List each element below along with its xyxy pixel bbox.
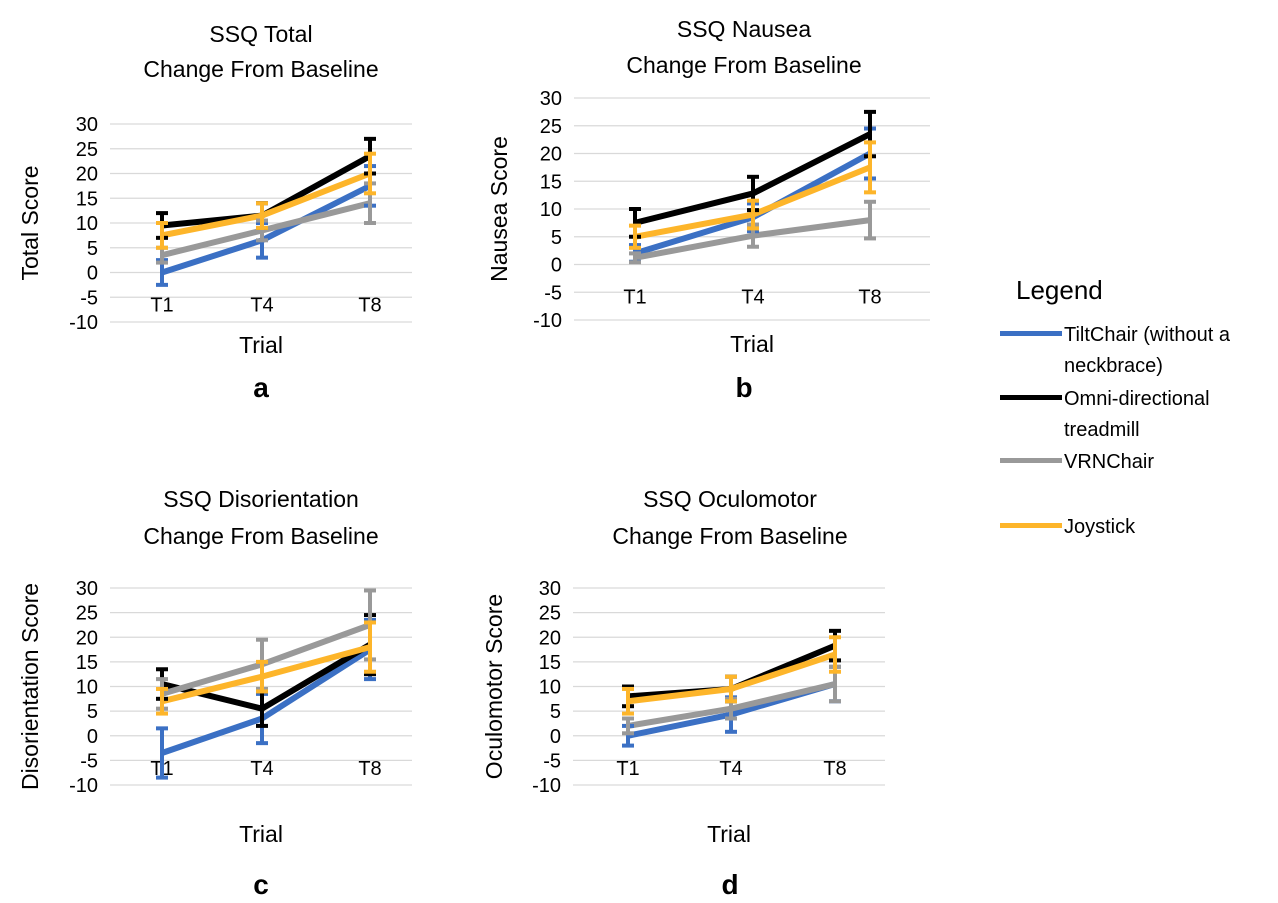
y-tick-label: 0 xyxy=(551,255,562,277)
y-tick-label: -10 xyxy=(69,312,98,334)
chart-title: SSQ Oculomotor xyxy=(643,486,817,512)
panel-letter: d xyxy=(721,869,738,900)
panel-letter: b xyxy=(735,372,752,403)
y-tick-label: 20 xyxy=(540,144,562,166)
series-line xyxy=(161,622,372,697)
y-tick-label: 0 xyxy=(550,726,561,748)
x-tick-label: T8 xyxy=(358,758,381,780)
y-tick-label: 15 xyxy=(539,652,561,674)
panel-letter: a xyxy=(253,372,269,403)
y-tick-label: 30 xyxy=(76,114,98,136)
y-tick-label: 10 xyxy=(539,677,561,699)
legend-swatch xyxy=(1000,458,1062,463)
x-tick-label: T1 xyxy=(623,287,646,309)
y-tick-label: 20 xyxy=(76,627,98,649)
y-tick-label: 10 xyxy=(76,677,98,699)
y-tick-label: -5 xyxy=(80,287,98,309)
x-tick-label: T8 xyxy=(858,287,881,309)
y-tick-label: 5 xyxy=(551,227,562,249)
y-tick-label: 20 xyxy=(539,627,561,649)
y-tick-label: 25 xyxy=(76,603,98,625)
y-tick-label: 0 xyxy=(87,726,98,748)
x-tick-label: T4 xyxy=(250,295,273,317)
y-tick-label: 10 xyxy=(540,199,562,221)
y-tick-label: 20 xyxy=(76,164,98,186)
y-tick-label: 30 xyxy=(540,88,562,110)
x-tick-label: T4 xyxy=(741,287,764,309)
y-tick-label: -5 xyxy=(543,750,561,772)
y-tick-label: 30 xyxy=(76,578,98,600)
legend-label: VRNChair xyxy=(1064,451,1155,473)
chart-title: SSQ Total xyxy=(209,21,312,47)
x-axis-label: Trial xyxy=(730,331,774,357)
y-tick-label: 0 xyxy=(87,263,98,285)
legend-label: TiltChair (without a neckbrace) xyxy=(1064,324,1230,377)
x-axis-label: Trial xyxy=(707,821,751,847)
y-tick-label: 15 xyxy=(540,171,562,193)
x-tick-label: T4 xyxy=(719,758,742,780)
y-tick-label: -10 xyxy=(532,775,561,797)
legend-label: Joystick xyxy=(1064,516,1136,538)
chart-subtitle: Change From Baseline xyxy=(143,523,378,549)
y-tick-label: -10 xyxy=(69,775,98,797)
x-tick-label: T1 xyxy=(616,758,639,780)
y-tick-label: 10 xyxy=(76,213,98,235)
y-tick-label: 5 xyxy=(87,238,98,260)
x-axis-label: Trial xyxy=(239,332,283,358)
y-tick-label: -5 xyxy=(80,750,98,772)
x-tick-label: T4 xyxy=(250,758,273,780)
chart-subtitle: Change From Baseline xyxy=(626,52,861,78)
y-tick-label: -10 xyxy=(533,310,562,332)
y-tick-label: 5 xyxy=(550,701,561,723)
x-tick-label: T8 xyxy=(823,758,846,780)
legend-title: Legend xyxy=(1016,275,1103,305)
y-tick-label: 5 xyxy=(87,701,98,723)
x-tick-label: T1 xyxy=(150,295,173,317)
legend-swatch xyxy=(1000,331,1062,336)
y-tick-label: 30 xyxy=(539,578,561,600)
chart-title: SSQ Nausea xyxy=(677,16,811,42)
y-tick-label: -5 xyxy=(544,282,562,304)
x-axis-label: Trial xyxy=(239,821,283,847)
x-tick-label: T8 xyxy=(358,295,381,317)
y-tick-label: 25 xyxy=(540,116,562,138)
legend-swatch xyxy=(1000,395,1062,400)
panel-letter: c xyxy=(253,869,269,900)
y-tick-label: 15 xyxy=(76,652,98,674)
y-axis-label: Oculomotor Score xyxy=(481,594,507,779)
chart-title: SSQ Disorientation xyxy=(163,486,359,512)
y-tick-label: 25 xyxy=(76,139,98,161)
y-axis-label: Disorientation Score xyxy=(17,583,43,790)
chart-subtitle: Change From Baseline xyxy=(612,523,847,549)
y-axis-label: Total Score xyxy=(17,165,43,280)
y-tick-label: 15 xyxy=(76,188,98,210)
y-tick-label: 25 xyxy=(539,603,561,625)
legend-label: Omni-directional treadmill xyxy=(1064,388,1210,441)
chart-subtitle: Change From Baseline xyxy=(143,56,378,82)
legend-swatch xyxy=(1000,523,1062,528)
y-axis-label: Nausea Score xyxy=(486,136,512,282)
